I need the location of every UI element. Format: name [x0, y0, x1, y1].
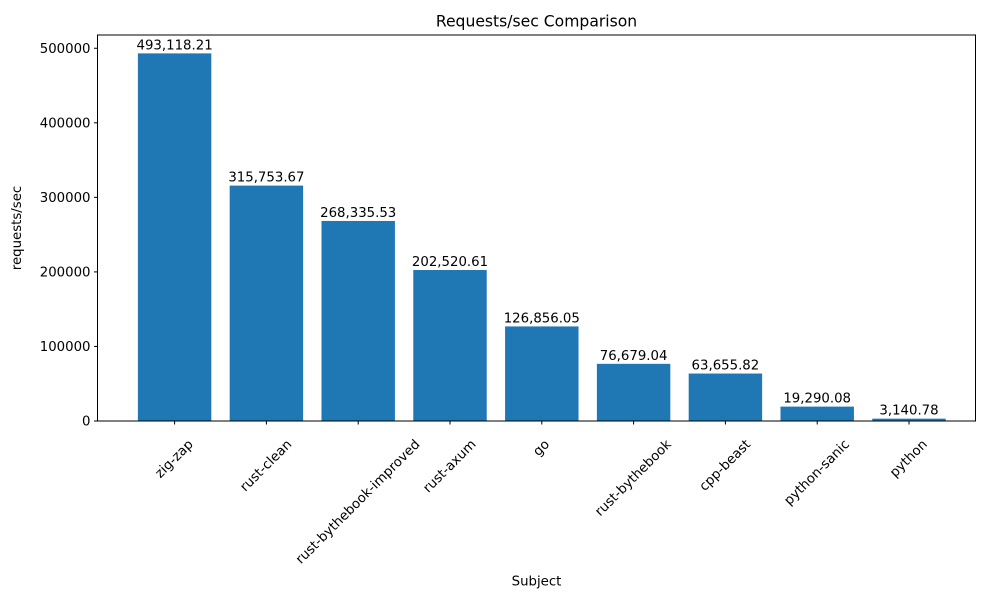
y-tick-label: 400000	[40, 117, 91, 132]
x-tick-label: rust-clean	[238, 437, 296, 495]
y-tick-label: 100000	[40, 340, 91, 355]
x-tick-label: rust-axum	[421, 437, 480, 496]
value-labels-layer: 493,118.21 315,753.67 268,335.53 202,520.61…	[137, 38, 939, 418]
bar-value-label: 268,335.53	[320, 206, 396, 221]
bars-layer	[137, 53, 946, 422]
bar-rust-axum	[413, 270, 487, 421]
bar-python	[872, 418, 946, 421]
bar-zig-zap	[137, 53, 212, 422]
chart-title: Requests/sec Comparison	[436, 13, 637, 31]
bar-value-label: 3,140.78	[879, 404, 938, 419]
y-tick-label: 0	[82, 415, 90, 430]
bar-value-label: 19,290.08	[783, 392, 851, 407]
x-tick-label: go	[531, 437, 553, 459]
bar-rust-bythebook	[596, 363, 671, 421]
x-tick-label: cpp-beast	[697, 437, 754, 494]
x-tick-label: zig-zap	[153, 437, 197, 481]
x-axis-title: Subject	[512, 575, 562, 590]
y-tick-label: 300000	[40, 191, 91, 206]
x-tick-label: python-sanic	[782, 437, 853, 508]
bar-value-label: 126,856.05	[504, 311, 580, 326]
plot-border	[97, 34, 976, 422]
bar-value-label: 493,118.21	[137, 38, 213, 53]
y-axis-title: requests/sec	[10, 186, 25, 270]
x-tick-label: python	[887, 437, 930, 480]
x-tick-label: rust-bythebook	[593, 437, 676, 520]
bar-value-label: 76,679.04	[600, 349, 668, 364]
bar-value-label: 63,655.82	[692, 359, 760, 374]
bar-python-sanic	[780, 406, 854, 421]
bar-value-label: 315,753.67	[228, 171, 304, 186]
x-tick-label: rust-bythebook-improved	[293, 437, 423, 567]
bar-rust-clean	[229, 185, 304, 421]
bar-rust-bythebook-improved	[321, 220, 395, 421]
y-tick-label: 200000	[40, 266, 91, 281]
bar-go	[505, 326, 579, 421]
bar-value-label: 202,520.61	[412, 255, 488, 270]
y-tick-label: 500000	[40, 42, 91, 57]
bar-cpp-beast	[688, 373, 763, 421]
